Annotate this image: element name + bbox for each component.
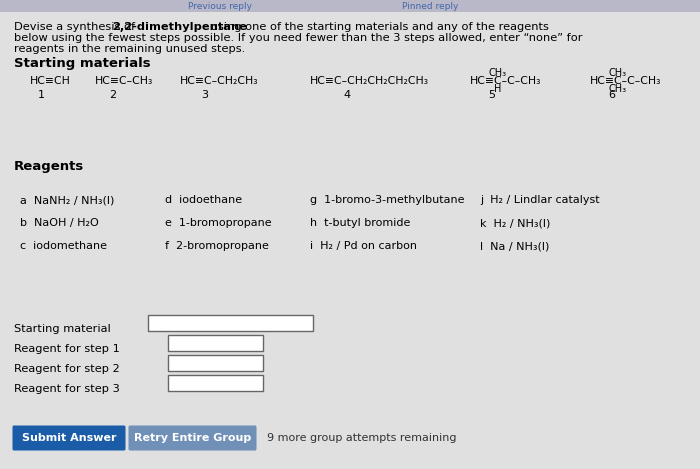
Text: Submit Answer: Submit Answer [22,433,116,443]
Bar [0,0,700,12]
FancyBboxPatch shape [129,425,256,451]
Text: HC≡C–C–CH₃: HC≡C–C–CH₃ [590,76,662,86]
Text: Pinned reply: Pinned reply [402,1,458,10]
Bar [148,315,313,331]
Text: 6: 6 [608,90,615,100]
Text: e  1-bromopropane: e 1-bromopropane [165,218,272,228]
Text: CH₃: CH₃ [609,84,627,94]
Text: below using the fewest steps possible. If you need fewer than the 3 steps allowe: below using the fewest steps possible. I… [14,33,582,43]
Text: 2,2-dimethylpentane: 2,2-dimethylpentane [113,22,248,32]
Bar [168,375,263,391]
Bar [168,335,263,351]
Text: 4: 4 [344,90,351,100]
Text: HC≡CH: HC≡CH [30,76,71,86]
Text: j  H₂ / Lindlar catalyst: j H₂ / Lindlar catalyst [480,195,600,205]
Text: Starting material: Starting material [14,324,111,334]
Text: Devise a synthesis of: Devise a synthesis of [14,22,139,32]
Text: k  H₂ / NH₃(l): k H₂ / NH₃(l) [480,218,550,228]
Text: d  iodoethane: d iodoethane [165,195,242,205]
Text: 9 more group attempts remaining: 9 more group attempts remaining [267,433,456,443]
Text: 5: 5 [489,90,496,100]
Bar [168,355,263,371]
Text: H: H [494,84,502,94]
Text: 3: 3 [201,90,208,100]
Text: l  Na / NH₃(l): l Na / NH₃(l) [480,241,550,251]
Text: HC≡C–CH₂CH₂CH₂CH₃: HC≡C–CH₂CH₂CH₂CH₃ [310,76,429,86]
Text: Reagent for step 1: Reagent for step 1 [14,344,120,354]
Text: HC≡C–C–CH₃: HC≡C–C–CH₃ [470,76,541,86]
FancyBboxPatch shape [13,425,125,451]
Text: f  2-bromopropane: f 2-bromopropane [165,241,269,251]
Text: HC≡C–CH₂CH₃: HC≡C–CH₂CH₃ [180,76,258,86]
Text: c  iodomethane: c iodomethane [20,241,107,251]
Text: CH₃: CH₃ [609,68,627,78]
Text: HC≡C–CH₃: HC≡C–CH₃ [95,76,153,86]
Text: 1: 1 [38,90,45,100]
Text: Starting materials: Starting materials [14,57,150,70]
Text: Reagent for step 2: Reagent for step 2 [14,364,120,374]
Text: Reagents: Reagents [14,160,84,173]
Text: g  1-bromo-3-methylbutane: g 1-bromo-3-methylbutane [310,195,465,205]
Text: a  NaNH₂ / NH₃(l): a NaNH₂ / NH₃(l) [20,195,114,205]
Text: 2: 2 [109,90,116,100]
Text: reagents in the remaining unused steps.: reagents in the remaining unused steps. [14,44,245,54]
Text: CH₃: CH₃ [489,68,507,78]
Text: using one of the starting materials and any of the reagents: using one of the starting materials and … [206,22,549,32]
Text: b  NaOH / H₂O: b NaOH / H₂O [20,218,99,228]
Text: Reagent for step 3: Reagent for step 3 [14,384,120,394]
Text: Previous reply: Previous reply [188,1,252,10]
Text: h  t-butyl bromide: h t-butyl bromide [310,218,410,228]
Text: Retry Entire Group: Retry Entire Group [134,433,251,443]
Text: i  H₂ / Pd on carbon: i H₂ / Pd on carbon [310,241,417,251]
